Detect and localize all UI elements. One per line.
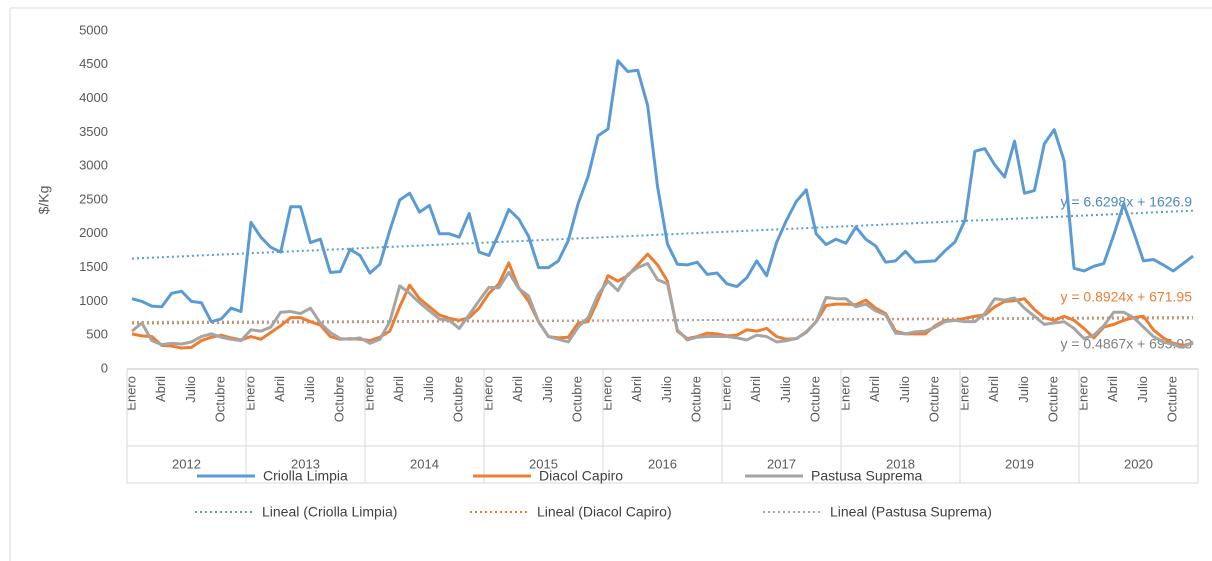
y-tick-label: 1500 (79, 259, 108, 274)
x-tick-label: Julio (1135, 376, 1150, 403)
group-label: 2018 (886, 456, 915, 471)
y-axis-label: $/Kg (36, 186, 52, 215)
x-tick-label: Abril (748, 376, 763, 402)
y-tick-label: 5000 (79, 22, 108, 37)
x-tick-label: Julio (183, 376, 198, 403)
series-line (131, 59, 1194, 324)
x-tick-label: Abril (391, 376, 406, 402)
x-tick-label: Julio (540, 376, 555, 403)
x-tick-label: Julio (302, 376, 317, 403)
legend-label: Diacol Capiro (539, 468, 623, 484)
x-tick-label: Octubre (332, 376, 347, 422)
y-tick-label: 1000 (79, 293, 108, 308)
group-label: 2014 (410, 456, 439, 471)
x-tick-label: Abril (629, 376, 644, 402)
x-tick-label: Enero (123, 376, 138, 411)
x-tick-label: Enero (1075, 376, 1090, 411)
x-tick-label: Octubre (570, 376, 585, 422)
legend-label: Criolla Limpia (263, 468, 348, 484)
trendline-label: y = 6.6298x + 1626.9 (1060, 194, 1192, 210)
x-tick-label: Enero (480, 376, 495, 411)
group-label: 2016 (648, 456, 677, 471)
y-tick-label: 4000 (79, 90, 108, 105)
group-label: 2017 (767, 456, 796, 471)
x-tick-label: Julio (659, 376, 674, 403)
x-tick-label: Octubre (808, 376, 823, 422)
series-line (131, 262, 1194, 349)
trendline-label: y = 0.8924x + 671.95 (1060, 289, 1192, 305)
legend-label: Lineal (Pastusa Suprema) (830, 504, 992, 520)
x-tick-label: Abril (867, 376, 882, 402)
x-tick-label: Abril (153, 376, 168, 402)
x-tick-label: Octubre (451, 376, 466, 422)
x-tick-label: Octubre (689, 376, 704, 422)
group-label: 2012 (172, 456, 201, 471)
legend-label: Lineal (Diacol Capiro) (537, 504, 672, 520)
y-tick-label: 2500 (79, 191, 108, 206)
series-line (131, 252, 1194, 350)
x-tick-label: Abril (272, 376, 287, 402)
x-tick-label: Julio (421, 376, 436, 403)
group-label: 2020 (1124, 456, 1153, 471)
x-tick-label: Octubre (1046, 376, 1061, 422)
x-tick-label: Enero (242, 376, 257, 411)
x-tick-label: Julio (778, 376, 793, 403)
x-tick-label: Julio (897, 376, 912, 403)
x-tick-label: Octubre (927, 376, 942, 422)
group-label: 2015 (529, 456, 558, 471)
y-tick-label: 3500 (79, 124, 108, 139)
y-tick-label: 3000 (79, 158, 108, 173)
x-tick-label: Abril (1105, 376, 1120, 402)
x-tick-label: Octubre (1165, 376, 1180, 422)
y-tick-label: 4500 (79, 56, 108, 71)
y-tick-label: 500 (86, 327, 108, 342)
y-tick-label: 2000 (79, 225, 108, 240)
x-tick-label: Enero (361, 376, 376, 411)
group-label: 2013 (291, 456, 320, 471)
x-tick-label: Enero (956, 376, 971, 411)
trendline (131, 209, 1194, 260)
x-tick-label: Enero (837, 376, 852, 411)
legend-label: Lineal (Criolla Limpia) (262, 504, 397, 520)
x-tick-label: Octubre (213, 376, 228, 422)
x-tick-label: Enero (599, 376, 614, 411)
group-label: 2019 (1005, 456, 1034, 471)
x-tick-label: Julio (1016, 376, 1031, 403)
legend-label: Pastusa Suprema (811, 468, 922, 484)
x-tick-label: Enero (718, 376, 733, 411)
x-tick-label: Abril (986, 376, 1001, 402)
y-tick-label: 0 (101, 360, 108, 375)
x-tick-label: Abril (510, 376, 525, 402)
